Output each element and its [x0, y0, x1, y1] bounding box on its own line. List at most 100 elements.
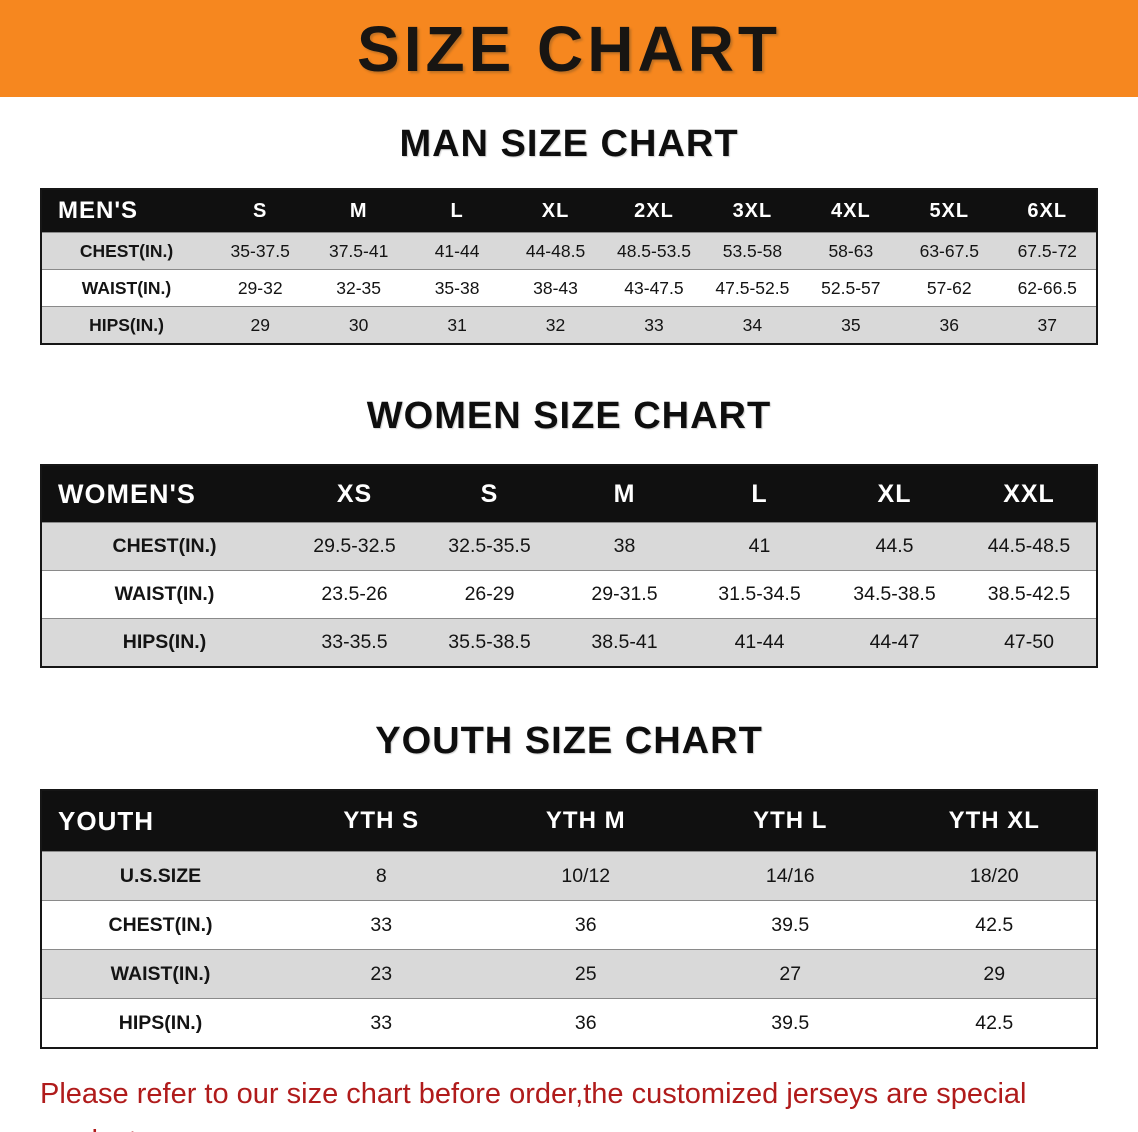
- value-cell: 29: [892, 949, 1097, 999]
- value-cell: 29: [211, 306, 310, 344]
- value-cell: 38.5-42.5: [962, 570, 1097, 619]
- value-cell: 44-48.5: [506, 232, 605, 270]
- size-header-cell: YTH M: [483, 790, 688, 852]
- value-cell: 38: [557, 522, 692, 571]
- value-cell: 32: [506, 306, 605, 344]
- size-header-cell: XL: [827, 465, 962, 523]
- value-cell: 41-44: [407, 232, 507, 270]
- value-cell: 33-35.5: [287, 618, 422, 667]
- value-cell: 47.5-52.5: [703, 269, 802, 307]
- table-row: WAIST(IN.) 23.5-26 26-29 29-31.5 31.5-34.5 34…: [41, 570, 1097, 619]
- value-cell: 43-47.5: [604, 269, 704, 307]
- men-size-section: MAN SIZE CHART MEN'S S M L XL 2XL 3XL 4XL 5XL 6XL…: [0, 97, 1138, 345]
- value-cell: 36: [483, 998, 688, 1048]
- size-header-cell: YTH L: [688, 790, 893, 852]
- table-title-cell: YOUTH: [41, 790, 279, 852]
- size-header-cell: YTH XL: [892, 790, 1097, 852]
- size-header-cell: L: [407, 189, 507, 233]
- value-cell: 23.5-26: [287, 570, 422, 619]
- value-cell: 29.5-32.5: [287, 522, 422, 571]
- disclaimer: Please refer to our size chart before or…: [40, 1071, 1110, 1132]
- value-cell: 53.5-58: [703, 232, 802, 270]
- table-title-cell: MEN'S: [41, 189, 211, 233]
- value-cell: 37.5-41: [309, 232, 408, 270]
- value-cell: 41-44: [692, 618, 827, 667]
- table-header-row: YOUTH YTH S YTH M YTH L YTH XL: [41, 790, 1097, 852]
- value-cell: 31: [407, 306, 507, 344]
- value-cell: 26-29: [422, 570, 557, 619]
- value-cell: 32-35: [309, 269, 408, 307]
- size-header-cell: M: [557, 465, 692, 523]
- size-header-cell: L: [692, 465, 827, 523]
- row-label-cell: WAIST(IN.): [41, 570, 287, 619]
- value-cell: 41: [692, 522, 827, 571]
- value-cell: 36: [483, 900, 688, 950]
- row-label-cell: CHEST(IN.): [41, 522, 287, 571]
- value-cell: 25: [483, 949, 688, 999]
- value-cell: 35: [801, 306, 901, 344]
- banner-title: SIZE CHART: [357, 12, 781, 85]
- size-header-cell: S: [211, 189, 310, 233]
- value-cell: 37: [998, 306, 1097, 344]
- value-cell: 34.5-38.5: [827, 570, 962, 619]
- value-cell: 35.5-38.5: [422, 618, 557, 667]
- value-cell: 44.5-48.5: [962, 522, 1097, 571]
- men-chart-heading: MAN SIZE CHART: [399, 123, 739, 165]
- value-cell: 10/12: [483, 851, 688, 901]
- value-cell: 35-38: [407, 269, 507, 307]
- table-row: WAIST(IN.) 23 25 27 29: [41, 949, 1097, 999]
- value-cell: 62-66.5: [998, 269, 1097, 307]
- value-cell: 44-47: [827, 618, 962, 667]
- table-row: HIPS(IN.) 29 30 31 32 33 34 35 36 37: [41, 306, 1097, 344]
- size-header-cell: XL: [506, 189, 605, 233]
- size-header-cell: 2XL: [604, 189, 704, 233]
- value-cell: 58-63: [801, 232, 901, 270]
- value-cell: 39.5: [688, 998, 893, 1048]
- table-row: CHEST(IN.) 33 36 39.5 42.5: [41, 900, 1097, 950]
- row-label-cell: CHEST(IN.): [41, 900, 279, 950]
- table-row: WAIST(IN.) 29-32 32-35 35-38 38-43 43-47.5 47.…: [41, 269, 1097, 307]
- value-cell: 23: [279, 949, 484, 999]
- table-header-row: MEN'S S M L XL 2XL 3XL 4XL 5XL 6XL: [41, 189, 1097, 233]
- youth-chart-heading: YOUTH SIZE CHART: [375, 720, 763, 762]
- value-cell: 30: [309, 306, 408, 344]
- value-cell: 57-62: [900, 269, 999, 307]
- row-label-cell: U.S.SIZE: [41, 851, 279, 901]
- table-title-cell: WOMEN'S: [41, 465, 287, 523]
- value-cell: 29-31.5: [557, 570, 692, 619]
- row-label-cell: HIPS(IN.): [41, 998, 279, 1048]
- value-cell: 8: [279, 851, 484, 901]
- value-cell: 38-43: [506, 269, 605, 307]
- value-cell: 29-32: [211, 269, 310, 307]
- value-cell: 52.5-57: [801, 269, 901, 307]
- value-cell: 33: [279, 900, 484, 950]
- youth-size-table: YOUTH YTH S YTH M YTH L YTH XL U.S.SIZE 8 10/12…: [40, 789, 1098, 1049]
- value-cell: 18/20: [892, 851, 1097, 901]
- value-cell: 44.5: [827, 522, 962, 571]
- size-header-cell: YTH S: [279, 790, 484, 852]
- value-cell: 48.5-53.5: [604, 232, 704, 270]
- row-label-cell: HIPS(IN.): [41, 306, 211, 344]
- size-header-cell: 3XL: [703, 189, 802, 233]
- value-cell: 32.5-35.5: [422, 522, 557, 571]
- value-cell: 33: [604, 306, 704, 344]
- banner: SIZE CHART: [0, 0, 1138, 97]
- women-size-table: WOMEN'S XS S M L XL XXL CHEST(IN.) 29.5-32.5 32.5…: [40, 464, 1098, 668]
- size-header-cell: M: [309, 189, 408, 233]
- value-cell: 47-50: [962, 618, 1097, 667]
- women-size-section: WOMEN SIZE CHART WOMEN'S XS S M L XL XXL CHEST(…: [0, 345, 1138, 668]
- value-cell: 39.5: [688, 900, 893, 950]
- value-cell: 14/16: [688, 851, 893, 901]
- row-label-cell: WAIST(IN.): [41, 949, 279, 999]
- table-row: CHEST(IN.) 35-37.5 37.5-41 41-44 44-48.5 48.5…: [41, 232, 1097, 270]
- women-chart-heading: WOMEN SIZE CHART: [366, 395, 772, 437]
- size-header-cell: 6XL: [998, 189, 1097, 233]
- table-row: CHEST(IN.) 29.5-32.5 32.5-35.5 38 41 44.5 44.5…: [41, 522, 1097, 571]
- value-cell: 36: [900, 306, 999, 344]
- size-header-cell: XS: [287, 465, 422, 523]
- value-cell: 34: [703, 306, 802, 344]
- value-cell: 31.5-34.5: [692, 570, 827, 619]
- row-label-cell: CHEST(IN.): [41, 232, 211, 270]
- value-cell: 35-37.5: [211, 232, 310, 270]
